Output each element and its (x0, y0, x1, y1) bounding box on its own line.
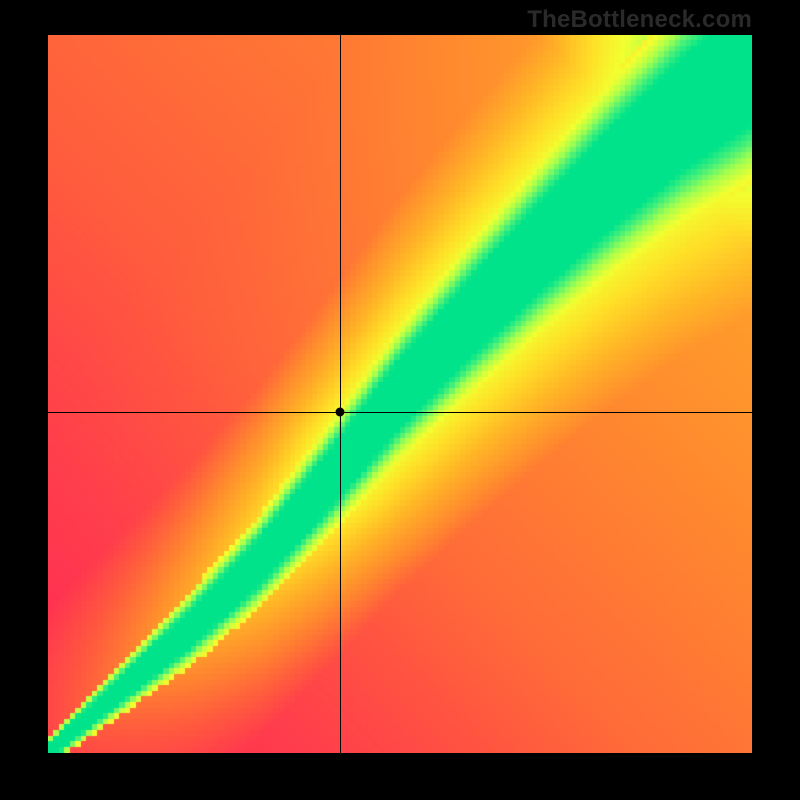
crosshair-horizontal (48, 412, 752, 413)
watermark: TheBottleneck.com (527, 6, 752, 34)
heatmap-canvas (48, 35, 752, 753)
crosshair-vertical (340, 35, 341, 753)
marker-point (336, 407, 345, 416)
heatmap-plot (48, 35, 752, 753)
